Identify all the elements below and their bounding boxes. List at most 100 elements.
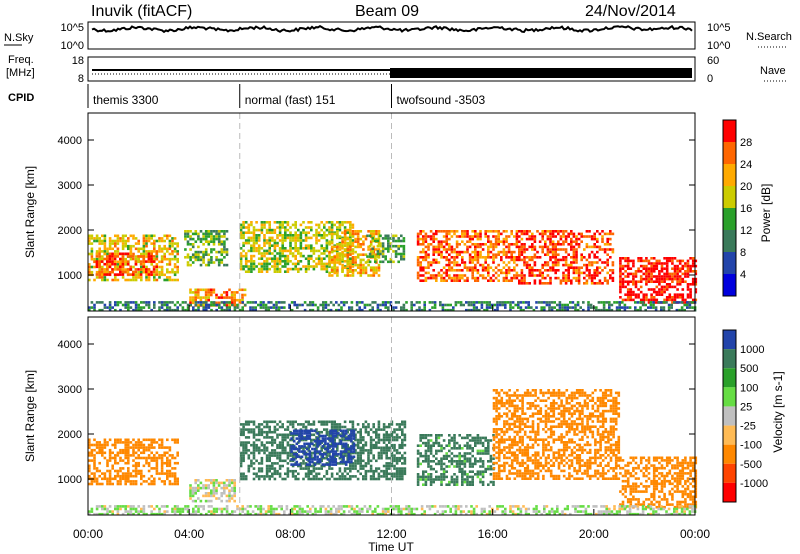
echo-cell [127, 438, 130, 442]
echo-cell [379, 308, 382, 312]
echo-cell [147, 252, 151, 256]
echo-cell [481, 243, 485, 246]
echo-cell [236, 303, 239, 307]
echo-cell [264, 308, 268, 312]
echo-cell [336, 477, 339, 481]
echo-cell [160, 469, 164, 473]
echo-cell [351, 265, 355, 268]
echo-cell [432, 454, 435, 458]
echo-cell [338, 467, 342, 470]
echo-cell [567, 232, 570, 236]
echo-cell [160, 461, 164, 465]
echo-cell [427, 475, 430, 479]
echo-cell [202, 235, 205, 238]
echo-cell [153, 250, 156, 253]
echo-cell [140, 482, 143, 486]
echo-cell [676, 277, 679, 281]
echo-cell [385, 462, 388, 465]
echo-cell [429, 261, 433, 264]
echo-cell [557, 243, 560, 246]
echo-cell [278, 456, 282, 460]
echo-cell [176, 242, 179, 245]
echo-cell [346, 477, 349, 481]
echo-cell [315, 472, 318, 476]
echo-cell [276, 267, 279, 271]
echo-cell [364, 428, 368, 431]
echo-cell [513, 261, 516, 264]
echo-cell [606, 237, 609, 241]
echo-cell [471, 237, 474, 241]
echo-cell [401, 446, 404, 450]
echo-cell [585, 269, 589, 272]
echo-cell [299, 267, 303, 271]
echo-cell [450, 266, 454, 269]
echo-cell [660, 308, 663, 312]
echo-cell [281, 446, 284, 450]
echo-cell [93, 454, 96, 457]
echo-cell [424, 253, 428, 256]
echo-cell [137, 456, 140, 460]
echo-cell [518, 230, 521, 233]
echo-cell [202, 261, 205, 264]
echo-cell [124, 474, 127, 478]
echo-cell [291, 247, 295, 250]
echo-cell [307, 262, 310, 266]
echo-cell [142, 255, 145, 258]
echo-cell [575, 266, 578, 269]
echo-cell [395, 436, 399, 439]
echo-cell [356, 459, 360, 463]
echo-cell [207, 243, 211, 246]
echo-cell [95, 234, 99, 238]
echo-cell [284, 257, 287, 260]
echo-cell [114, 441, 117, 444]
echo-cell [484, 235, 487, 238]
echo-cell [275, 308, 278, 312]
echo-cell [523, 258, 526, 262]
echo-cell [337, 308, 341, 312]
echo-cell [442, 473, 446, 476]
echo-cell [291, 262, 295, 266]
echo-cell [377, 446, 381, 450]
echo-cell [204, 499, 208, 503]
echo-cell [422, 454, 425, 458]
echo-cell [453, 232, 456, 236]
echo-cell [346, 265, 349, 268]
echo-cell [116, 301, 120, 304]
echo-cell [239, 441, 243, 444]
echo-cell [191, 494, 195, 498]
echo-cell [106, 306, 109, 309]
echo-cell [225, 293, 229, 297]
echo-cell [484, 243, 487, 246]
echo-cell [218, 303, 221, 307]
echo-cell [528, 269, 531, 272]
echo-cell [273, 241, 277, 245]
echo-cell [364, 266, 368, 269]
echo-cell [194, 489, 197, 492]
echo-cell [686, 283, 690, 286]
echo-cell [242, 472, 245, 476]
echo-cell [150, 482, 153, 486]
echo-cell [305, 463, 309, 466]
echo-cell [315, 265, 318, 268]
echo-cell [312, 234, 316, 237]
echo-cell [241, 308, 244, 312]
echo-cell [384, 234, 387, 238]
echo-cell [150, 237, 153, 240]
echo-cell [538, 240, 542, 243]
echo-cell [173, 303, 177, 307]
echo-cell [321, 452, 325, 456]
echo-cell [413, 303, 416, 307]
echo-cell [350, 306, 354, 309]
echo-cell [528, 256, 531, 259]
echo-cell [606, 282, 609, 285]
echo-cell [367, 258, 370, 262]
echo-cell [280, 306, 283, 309]
echo-cell [356, 469, 360, 473]
echo-cell [663, 277, 666, 281]
echo-cell [505, 237, 508, 241]
echo-cell [329, 301, 333, 304]
echo-cell [176, 306, 179, 309]
echo-cell [596, 282, 599, 285]
echo-cell [382, 441, 386, 444]
echo-cell [197, 245, 200, 249]
